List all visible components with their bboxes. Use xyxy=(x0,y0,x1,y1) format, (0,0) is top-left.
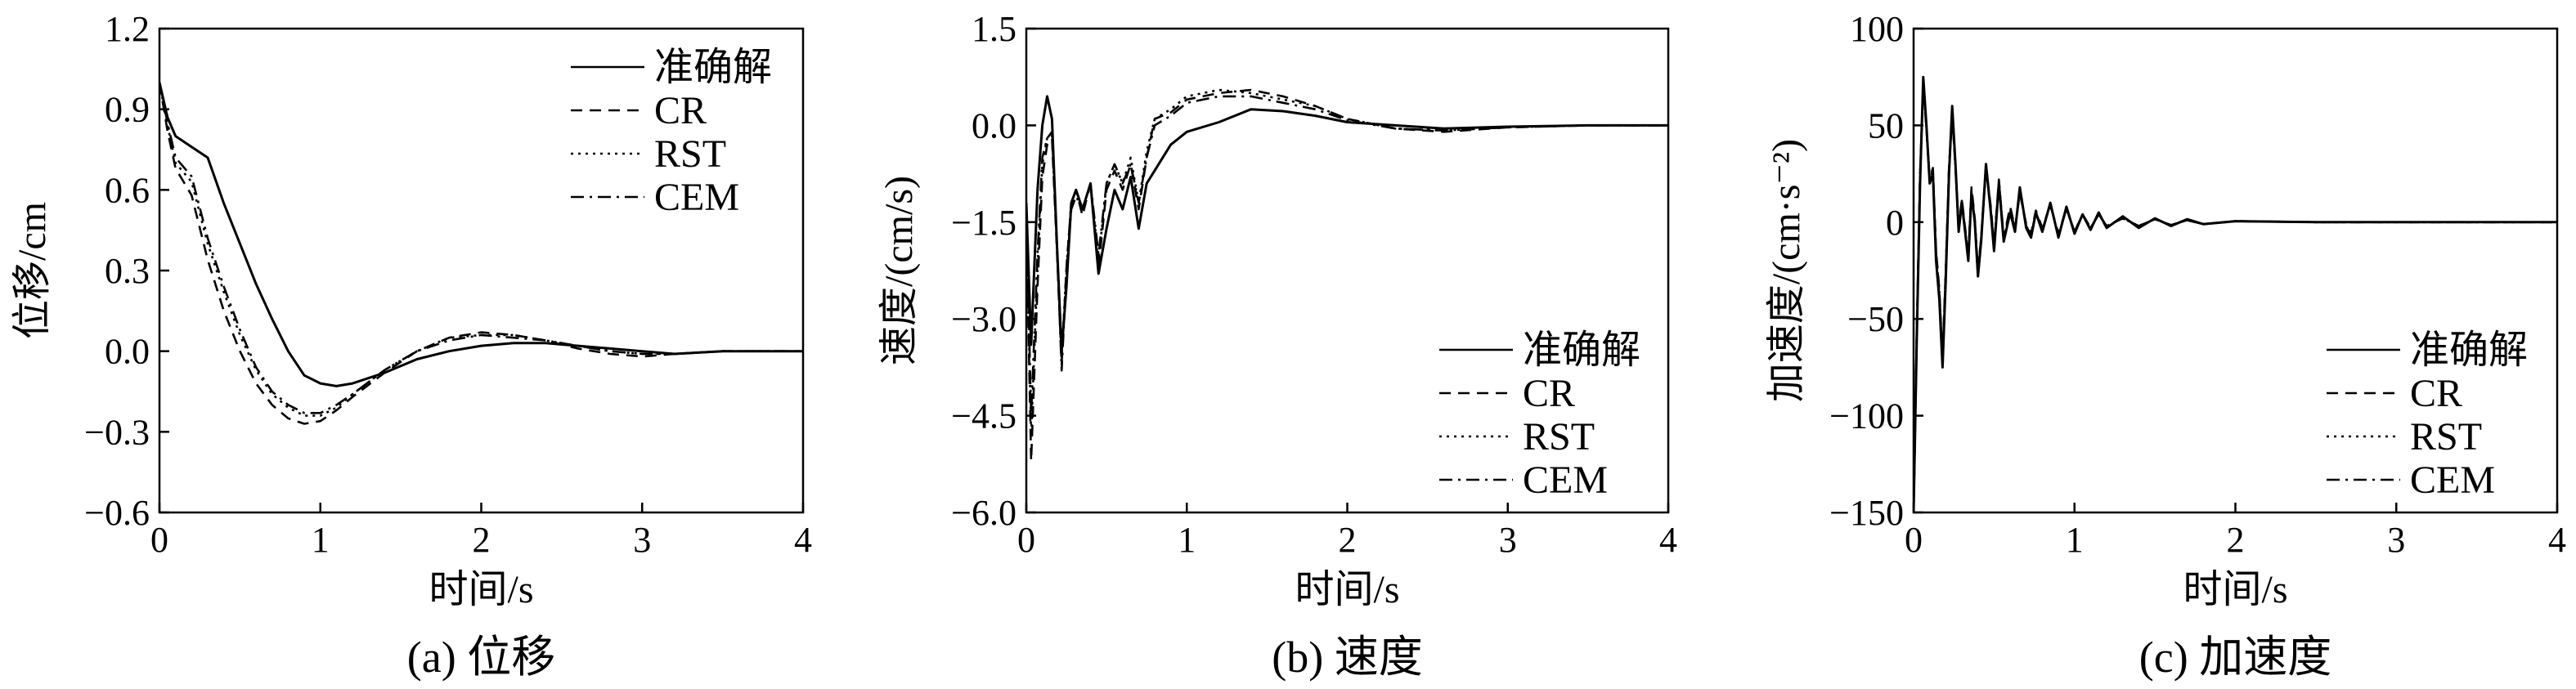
series-line-dashed xyxy=(159,82,803,425)
y-tick-label: 50 xyxy=(1868,105,1904,145)
x-tick-label: 0 xyxy=(150,520,168,560)
x-tick-label: 0 xyxy=(1905,520,1923,560)
legend-label: RST xyxy=(2410,415,2482,459)
x-axis-label: 时间/s xyxy=(1295,568,1399,611)
legend-label: CR xyxy=(2410,372,2462,415)
x-tick-label: 3 xyxy=(2387,520,2405,560)
panel-caption: (c) 加速度 xyxy=(2139,633,2331,682)
y-tick-label: −100 xyxy=(1829,396,1904,436)
legend-label: RST xyxy=(1523,415,1595,459)
y-tick-label: −1.5 xyxy=(951,203,1016,243)
y-tick-label: 0 xyxy=(1886,203,1904,243)
x-axis-label: 时间/s xyxy=(429,568,533,611)
legend-label: CEM xyxy=(654,176,739,219)
x-tick-label: 1 xyxy=(2066,520,2084,560)
x-tick-label: 2 xyxy=(473,520,491,560)
panel-caption: (a) 位移 xyxy=(407,633,555,682)
legend-label: CR xyxy=(1523,372,1575,415)
y-tick-label: −150 xyxy=(1829,493,1904,533)
x-tick-label: 0 xyxy=(1017,520,1035,560)
y-tick-label: −0.3 xyxy=(84,412,150,452)
series-line-solid xyxy=(1026,95,1668,353)
y-tick-label: −0.6 xyxy=(84,493,150,533)
legend-label: 准确解 xyxy=(654,46,772,89)
x-tick-label: 2 xyxy=(2227,520,2245,560)
y-tick-label: 0.6 xyxy=(105,170,150,210)
y-tick-label: 100 xyxy=(1850,9,1904,49)
panel-acceleration: 0 1 2 3 4 −150 −100 −50 0 50 100 时间/s 加速度/(cm·s⁻²) (c… xyxy=(1765,9,2566,682)
x-axis-label: 时间/s xyxy=(2183,568,2287,611)
legend-label: RST xyxy=(654,132,726,176)
x-tick-label: 3 xyxy=(633,520,651,560)
y-tick-label: −3.0 xyxy=(951,299,1016,339)
x-tick-label: 3 xyxy=(1499,520,1517,560)
panel-displacement: 0 1 2 3 4 −0.6 −0.3 0.0 0.3 0.6 0.9 1.2 时间/s 位移/cm (a)… xyxy=(11,9,812,682)
x-tick-label: 4 xyxy=(1659,520,1677,560)
y-axis-label: 位移/cm xyxy=(11,202,54,339)
y-tick-label: 0.3 xyxy=(105,251,150,291)
legend-label: 准确解 xyxy=(2410,329,2528,372)
y-axis-label: 加速度/(cm·s⁻²) xyxy=(1765,139,1808,402)
y-tick-label: 1.2 xyxy=(105,9,150,49)
series-line-dashed xyxy=(1026,88,1668,463)
panel-caption: (b) 速度 xyxy=(1272,633,1422,682)
y-tick-label: −4.5 xyxy=(951,396,1016,436)
x-tick-label: 4 xyxy=(2548,520,2566,560)
series-line-dashdot xyxy=(159,82,803,414)
y-tick-label: 0.9 xyxy=(105,90,150,130)
series-line-dashdot xyxy=(1026,95,1668,417)
x-tick-label: 2 xyxy=(1339,520,1357,560)
legend-label: CR xyxy=(654,89,707,132)
series-line-solid xyxy=(159,82,803,387)
y-tick-label: 0.0 xyxy=(972,105,1016,145)
y-axis-label: 速度/(cm/s) xyxy=(877,176,921,365)
y-tick-label: −6.0 xyxy=(951,493,1016,533)
legend-label: CEM xyxy=(1523,459,1608,502)
y-tick-label: 0.0 xyxy=(105,332,150,372)
y-tick-label: 1.5 xyxy=(972,9,1016,49)
series-line-dashdot xyxy=(1914,79,2557,512)
legend-label: 准确解 xyxy=(1523,329,1640,372)
y-tick-label: −50 xyxy=(1847,299,1904,339)
x-tick-label: 4 xyxy=(794,520,812,560)
x-tick-label: 1 xyxy=(1178,520,1196,560)
legend-label: CEM xyxy=(2410,459,2495,502)
panel-velocity: 0 1 2 3 4 −6.0 −4.5 −3.0 −1.5 0.0 1.5 时间/s 速度/(cm/s)… xyxy=(877,9,1677,682)
x-tick-label: 1 xyxy=(312,520,330,560)
